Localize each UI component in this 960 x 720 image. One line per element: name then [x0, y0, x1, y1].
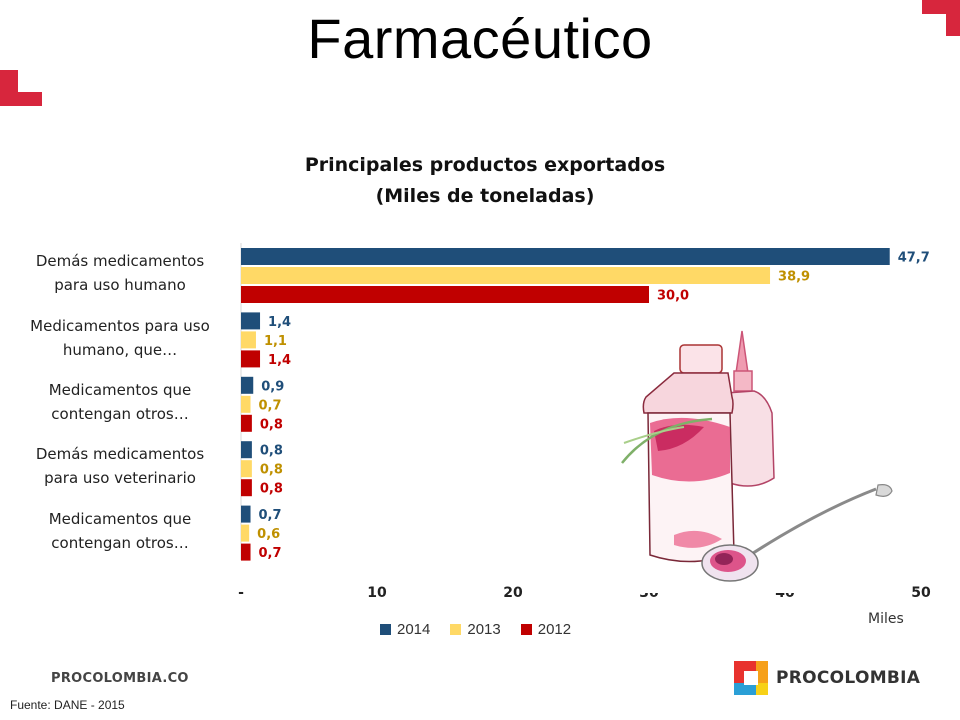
medicine-illustration	[614, 323, 904, 593]
legend-label-2012: 2012	[537, 621, 572, 638]
data-label-2014: 0,9	[261, 379, 284, 394]
bar-2012	[241, 414, 252, 432]
data-label-2013: 0,6	[257, 527, 280, 542]
slide-title: Farmacéutico	[307, 7, 653, 70]
brand-logo: PROCOLOMBIA	[734, 661, 920, 695]
data-label-2014: 0,7	[259, 508, 282, 523]
bar-2012	[241, 286, 649, 303]
legend-swatch-2014	[380, 624, 391, 635]
data-label-2013: 0,7	[259, 398, 282, 413]
data-label-2014: 1,4	[268, 315, 291, 330]
data-label-2012: 30,0	[657, 289, 689, 304]
data-label-2013: 38,9	[778, 270, 810, 285]
category-label: Medicamentos para uso humano, que…	[30, 317, 210, 359]
category-label: Demás medicamentos para uso humano	[35, 252, 205, 294]
category-label: Medicamentos que contengan otros…	[48, 510, 192, 552]
legend-swatch-2012	[520, 624, 532, 635]
bar-2014	[241, 505, 251, 523]
legend-swatch-2013	[450, 624, 462, 635]
chart-title-line-2: (Miles de toneladas)	[375, 185, 595, 207]
x-tick-label: 50	[911, 585, 931, 601]
legend-label-2014: 2014	[397, 621, 431, 638]
x-tick-label: -	[238, 585, 244, 601]
data-label-2013: 0,8	[260, 463, 283, 478]
category-label: Demás medicamentos para uso veterinario	[35, 445, 205, 487]
bar-2013	[241, 524, 250, 542]
legend-item-2014: 2014	[380, 621, 430, 638]
data-label-2012: 0,8	[260, 417, 283, 432]
data-label-2012: 0,8	[260, 482, 283, 497]
bar-2012	[241, 350, 261, 368]
legend-item-2012: 2012	[520, 621, 572, 638]
chart-title-line-1: Principales productos exportados	[304, 154, 666, 176]
legend-label-2013: 2013	[467, 621, 501, 638]
x-tick-label: 10	[367, 585, 387, 601]
data-label-2012: 1,4	[268, 353, 291, 368]
category-label: Medicamentos que contengan otros…	[48, 381, 192, 423]
data-label-2012: 0,7	[259, 546, 282, 561]
bar-2013	[241, 460, 252, 478]
bar-2013	[241, 267, 771, 284]
bar-2014	[241, 248, 890, 265]
legend-item-2013: 2013	[450, 621, 501, 638]
bar-2014	[241, 312, 261, 330]
footer-website: PROCOLOMBIA.CO	[51, 671, 189, 686]
chart-legend: 2014 2013 2012	[380, 621, 571, 638]
procolombia-logo-icon	[734, 661, 768, 695]
bar-2012	[241, 479, 252, 497]
bar-2012	[241, 543, 251, 561]
corner-mark-left	[0, 70, 42, 106]
source-note: Fuente: DANE - 2015	[10, 698, 125, 712]
data-label-2013: 1,1	[264, 334, 287, 349]
bar-2014	[241, 441, 252, 459]
bar-2013	[241, 331, 256, 349]
x-tick-label: 20	[503, 585, 523, 601]
data-label-2014: 47,7	[898, 251, 930, 266]
chart-title: Principales productos exportados (Miles …	[240, 150, 730, 212]
bar-2014	[241, 376, 254, 394]
bar-2013	[241, 395, 251, 413]
corner-mark-top-right	[922, 0, 960, 36]
x-axis-unit-label: Miles	[868, 611, 904, 627]
brand-name: PROCOLOMBIA	[776, 668, 921, 688]
data-label-2014: 0,8	[260, 444, 283, 459]
